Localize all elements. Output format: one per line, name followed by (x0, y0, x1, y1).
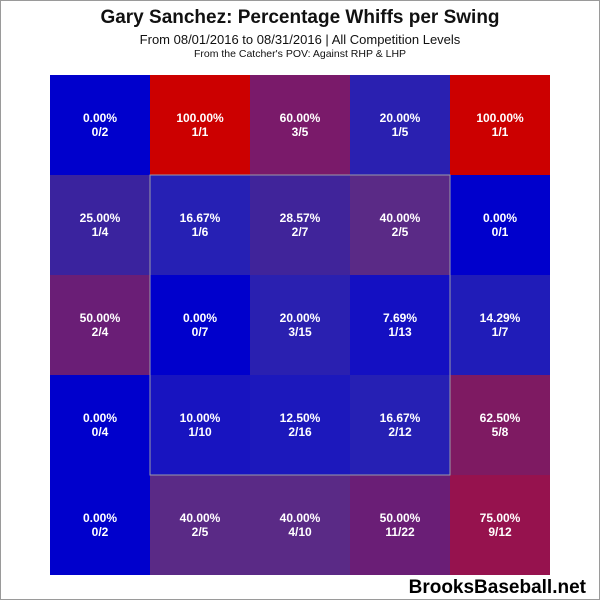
cell-percentage-label: 0.00% (83, 411, 117, 425)
heatmap-cell-r3-c2 (250, 375, 350, 475)
cell-fraction-label: 1/6 (192, 225, 209, 239)
cell-percentage-label: 40.00% (380, 211, 421, 225)
heatmap-cell-r1-c1 (150, 175, 250, 275)
heatmap-cell-r4-c4 (450, 475, 550, 575)
heatmap-cell-r2-c3 (350, 275, 450, 375)
cell-fraction-label: 2/4 (92, 325, 109, 339)
cell-percentage-label: 100.00% (176, 111, 224, 125)
heatmap-cell-r2-c1 (150, 275, 250, 375)
cell-fraction-label: 11/22 (385, 525, 415, 539)
heatmap-cell-r2-c4 (450, 275, 550, 375)
strike-zone-outline (149, 174, 451, 476)
cell-percentage-label: 40.00% (280, 511, 321, 525)
cell-fraction-label: 2/5 (392, 225, 409, 239)
cell-fraction-label: 1/1 (192, 125, 209, 139)
heatmap-cell-r1-c0 (50, 175, 150, 275)
heatmap-cell-r0-c3 (350, 75, 450, 175)
cell-percentage-label: 50.00% (80, 311, 121, 325)
cell-fraction-label: 5/8 (492, 425, 509, 439)
cell-percentage-label: 40.00% (180, 511, 221, 525)
watermark-text: BrooksBaseball.net (408, 577, 586, 598)
chart-title: Gary Sanchez: Percentage Whiffs per Swin… (100, 7, 500, 28)
cell-percentage-label: 10.00% (180, 411, 221, 425)
cell-fraction-label: 1/1 (492, 125, 509, 139)
heatmap-cell-r4-c0 (50, 475, 150, 575)
heatmap-cell-r2-c2 (250, 275, 350, 375)
heatmap-cell-r4-c2 (250, 475, 350, 575)
cell-fraction-label: 1/10 (188, 425, 212, 439)
cell-fraction-label: 9/12 (488, 525, 512, 539)
cell-percentage-label: 20.00% (380, 111, 421, 125)
cell-percentage-label: 16.67% (380, 411, 421, 425)
cell-percentage-label: 20.00% (280, 311, 321, 325)
heatmap-cell-r2-c0 (50, 275, 150, 375)
cell-fraction-label: 1/4 (92, 225, 109, 239)
cell-fraction-label: 0/7 (192, 325, 209, 339)
cell-fraction-label: 0/2 (92, 525, 109, 539)
cell-percentage-label: 62.50% (480, 411, 521, 425)
heatmap-cell-r3-c3 (350, 375, 450, 475)
cell-fraction-label: 2/16 (288, 425, 312, 439)
cell-fraction-label: 1/7 (492, 325, 509, 339)
cell-fraction-label: 1/5 (392, 125, 409, 139)
heatmap-cell-r3-c1 (150, 375, 250, 475)
cell-fraction-label: 2/12 (388, 425, 412, 439)
heatmap-cell-r0-c0 (50, 75, 150, 175)
cell-percentage-label: 7.69% (383, 311, 417, 325)
cell-fraction-label: 3/15 (288, 325, 312, 339)
cell-fraction-label: 0/1 (492, 225, 509, 239)
heatmap-cell-r3-c0 (50, 375, 150, 475)
cell-percentage-label: 12.50% (280, 411, 321, 425)
chart-note: From the Catcher's POV: Against RHP & LH… (193, 48, 407, 60)
heatmap-cell-r1-c2 (250, 175, 350, 275)
cell-fraction-label: 0/4 (92, 425, 109, 439)
cell-percentage-label: 25.00% (80, 211, 121, 225)
chart-subtitle: From 08/01/2016 to 08/31/2016 | All Comp… (139, 32, 461, 47)
cell-percentage-label: 14.29% (480, 311, 521, 325)
heatmap-cell-r1-c3 (350, 175, 450, 275)
cell-percentage-label: 0.00% (83, 111, 117, 125)
cell-percentage-label: 100.00% (476, 111, 524, 125)
heatmap-cell-r3-c4 (450, 375, 550, 475)
heatmap-cell-r0-c1 (150, 75, 250, 175)
cell-percentage-label: 28.57% (280, 211, 321, 225)
cell-percentage-label: 0.00% (483, 211, 517, 225)
cell-fraction-label: 3/5 (292, 125, 309, 139)
cell-fraction-label: 2/7 (292, 225, 309, 239)
cell-fraction-label: 0/2 (92, 125, 109, 139)
heatmap-cell-r1-c4 (450, 175, 550, 275)
cell-percentage-label: 0.00% (183, 311, 217, 325)
cell-percentage-label: 16.67% (180, 211, 221, 225)
cell-fraction-label: 4/10 (288, 525, 312, 539)
cell-percentage-label: 50.00% (380, 511, 421, 525)
cell-percentage-label: 0.00% (83, 511, 117, 525)
cell-fraction-label: 1/13 (388, 325, 412, 339)
heatmap-cell-r4-c3 (350, 475, 450, 575)
cell-percentage-label: 75.00% (480, 511, 521, 525)
heatmap-cell-r0-c2 (250, 75, 350, 175)
cell-fraction-label: 2/5 (192, 525, 209, 539)
cell-percentage-label: 60.00% (280, 111, 321, 125)
heatmap-cell-r0-c4 (450, 75, 550, 175)
heatmap-cell-r4-c1 (150, 475, 250, 575)
